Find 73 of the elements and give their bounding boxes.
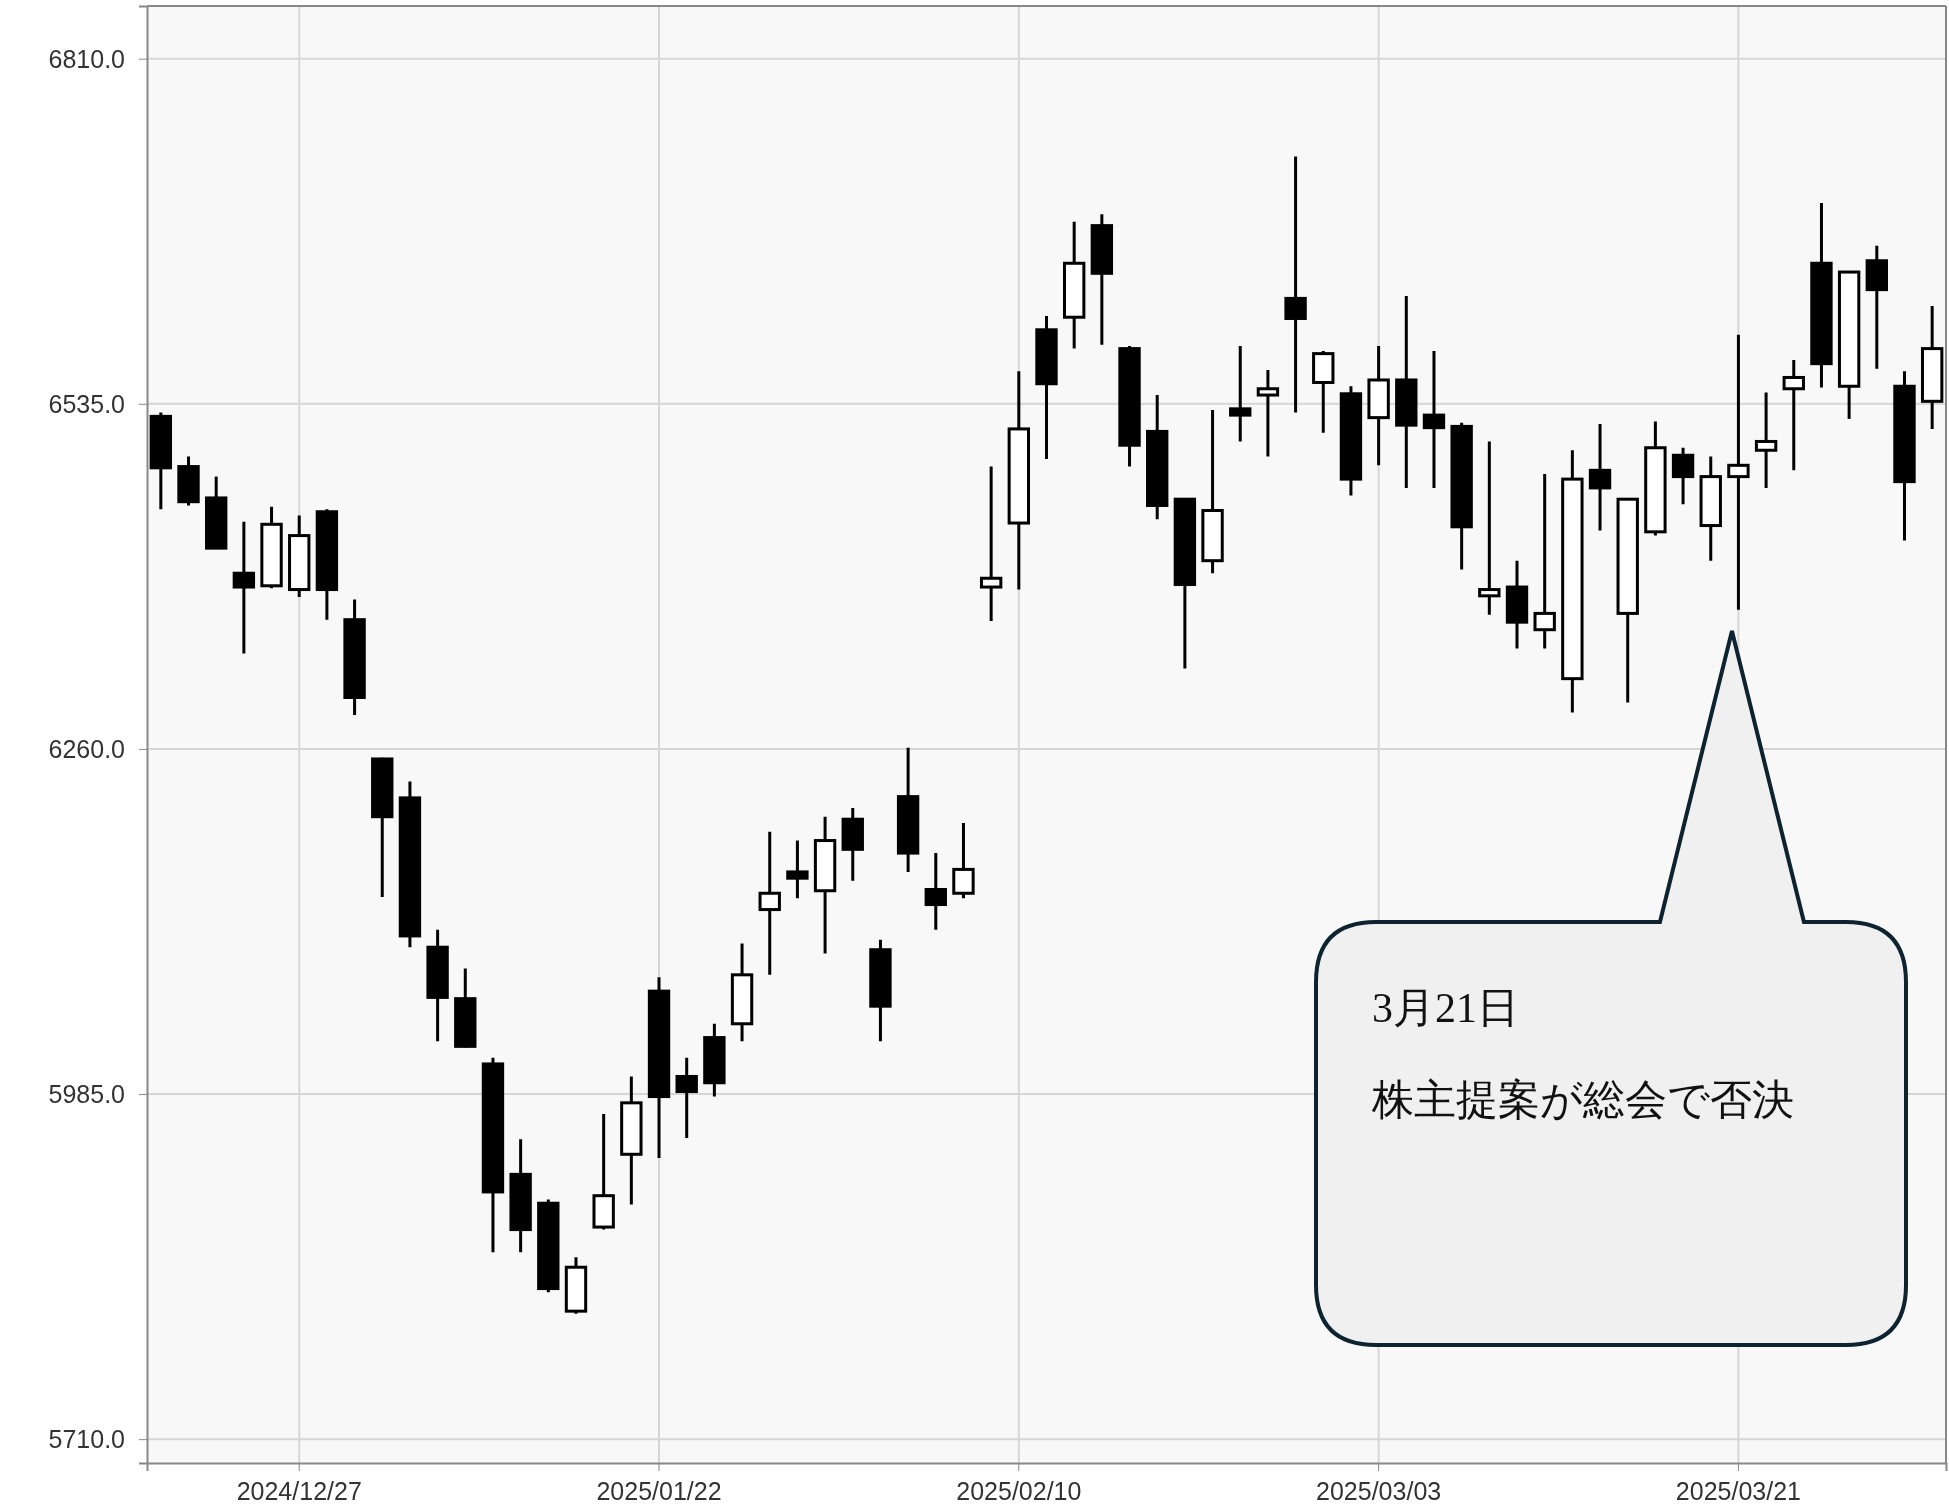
candlestick — [509, 1139, 532, 1253]
candlestick — [1533, 474, 1556, 649]
candlestick — [288, 515, 311, 598]
candlestick — [675, 1057, 698, 1138]
candlestick — [841, 807, 864, 881]
candlestick — [1588, 423, 1612, 531]
candlestick — [1062, 221, 1086, 349]
candlestick — [1810, 203, 1833, 388]
candlestick — [620, 1076, 643, 1205]
candlestick — [315, 509, 339, 620]
candlestick — [1478, 441, 1501, 615]
y-tick-label: 6535.0 — [48, 390, 125, 419]
candlestick — [1782, 359, 1805, 471]
candlestick — [1422, 351, 1446, 488]
candlestick — [592, 1114, 615, 1230]
candlestick — [426, 929, 449, 1042]
candlestick — [205, 476, 228, 550]
candlestick — [481, 1057, 505, 1253]
candlestick — [343, 599, 366, 716]
candlestick — [896, 747, 920, 872]
x-tick-label: 2025/03/03 — [1316, 1477, 1442, 1506]
candlestick — [1644, 421, 1667, 536]
x-tick-label: 2024/12/27 — [236, 1477, 362, 1506]
candlestick — [398, 781, 422, 948]
candlestick — [647, 977, 671, 1159]
candlestick — [1727, 334, 1750, 610]
candlestick — [1367, 346, 1390, 466]
candlestick — [232, 521, 256, 654]
candlestick — [260, 506, 283, 589]
candlestick — [1395, 295, 1418, 488]
candlestick — [924, 853, 947, 930]
x-tick-label: 2025/01/22 — [596, 1477, 722, 1506]
candlestick — [703, 1023, 726, 1097]
candlestick — [1505, 560, 1529, 649]
annotation: 株主提案が総会で否決 — [1371, 1077, 1794, 1123]
candlestick — [730, 943, 754, 1042]
y-tick-label: 5985.0 — [48, 1080, 125, 1109]
candlestick — [1339, 386, 1363, 496]
candlestick — [786, 840, 809, 899]
candlestick — [1754, 392, 1778, 488]
candlestick — [1007, 371, 1031, 590]
candlestick — [1893, 371, 1916, 541]
y-tick-label: 6260.0 — [48, 735, 125, 764]
candlestick — [1865, 245, 1888, 369]
x-tick-label: 2025/02/10 — [956, 1477, 1082, 1506]
candlestick — [1561, 450, 1584, 713]
y-tick-label: 5710.0 — [48, 1425, 125, 1454]
candlestick — [1229, 346, 1252, 442]
candlestick — [1616, 497, 1639, 703]
candlestick — [1699, 456, 1722, 561]
candlestick — [1146, 395, 1169, 520]
candlestick — [149, 412, 173, 510]
candlestick — [1173, 497, 1197, 669]
candlestick — [1284, 156, 1307, 413]
x-tick-label: 2025/03/21 — [1675, 1477, 1801, 1506]
candlestick — [1671, 447, 1695, 505]
candlestick — [371, 757, 394, 898]
candlestick — [952, 822, 975, 899]
annotation: 3月21日 — [1372, 985, 1519, 1031]
candlestick — [1837, 270, 1861, 419]
candlestick — [454, 968, 477, 1048]
y-tick-label: 6810.0 — [48, 44, 125, 73]
candlestick — [1450, 422, 1473, 570]
candlestick — [1256, 369, 1280, 457]
candlestick — [869, 939, 892, 1042]
candlestick — [1201, 410, 1224, 574]
candlestick — [979, 466, 1003, 621]
candlestick — [1090, 214, 1114, 345]
candlestick — [758, 831, 781, 975]
candlestick — [813, 816, 837, 954]
candlestick — [1035, 315, 1058, 460]
candlestick — [1118, 346, 1141, 467]
candlestick — [1312, 351, 1335, 433]
